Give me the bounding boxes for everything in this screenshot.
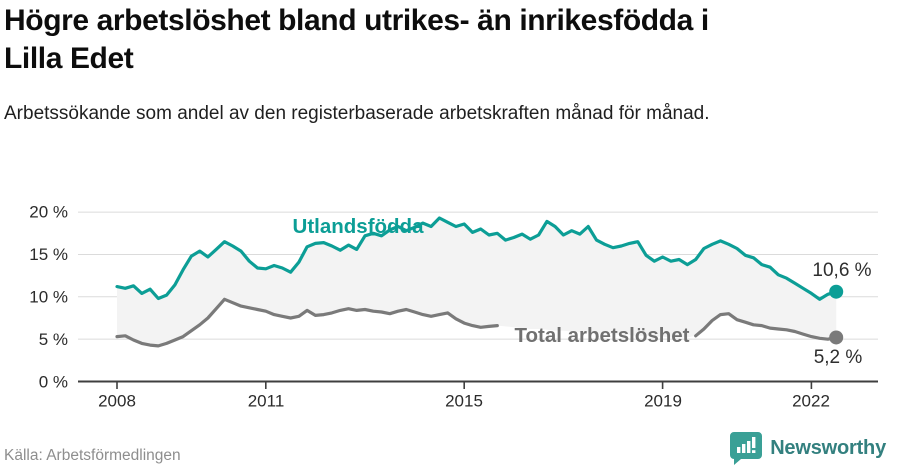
y-tick-15: 15 % [29, 245, 68, 264]
newsworthy-brand: Newsworthy [730, 428, 886, 468]
end-value-utlandsfodda: 10,6 % [812, 260, 871, 281]
end-value-total: 5,2 % [814, 347, 863, 368]
page-title: Högre arbetslöshet bland utrikes- än inr… [4, 4, 709, 75]
x-axis [78, 380, 878, 389]
unemployment-line-chart: 0 % 5 % 10 % 15 % 20 % 2008 2011 2015 20… [0, 190, 900, 425]
footer: Källa: Arbetsförmedlingen Newsworthy [0, 430, 900, 474]
x-tick-2008: 2008 [98, 392, 136, 411]
series-end-dots [829, 284, 844, 345]
series-label-utlandsfodda: Utlandsfödda [293, 215, 425, 238]
total-line-left [115, 297, 499, 348]
between-series-band [117, 218, 837, 346]
utlandsfodda-end-dot [829, 284, 844, 299]
logo-bubble-shape [730, 432, 763, 465]
y-tick-0: 0 % [39, 373, 68, 392]
y-tick-10: 10 % [29, 288, 68, 307]
x-tick-2022: 2022 [792, 392, 830, 411]
x-tick-2019: 2019 [644, 392, 682, 411]
series-lines [115, 216, 838, 348]
series-label-total-arbetsloshet: Total arbetslöshet [514, 324, 689, 347]
chart-subtitle: Arbetssökande som andel av den registerb… [4, 103, 710, 124]
bar-chart-pin-icon [730, 432, 763, 465]
brand-wordmark: Newsworthy [770, 436, 886, 459]
y-tick-20: 20 % [29, 203, 68, 222]
total-line-right [694, 312, 838, 341]
source-note: Källa: Arbetsförmedlingen [4, 447, 181, 464]
x-tick-2011: 2011 [248, 392, 285, 411]
x-tick-2015: 2015 [445, 392, 483, 411]
total-end-dot [829, 330, 844, 345]
y-tick-5: 5 % [39, 330, 68, 349]
utlandsfodda-line [115, 216, 838, 301]
chart-canvas: 0 % 5 % 10 % 15 % 20 % 2008 2011 2015 20… [29, 203, 878, 411]
band-fill [117, 218, 837, 346]
